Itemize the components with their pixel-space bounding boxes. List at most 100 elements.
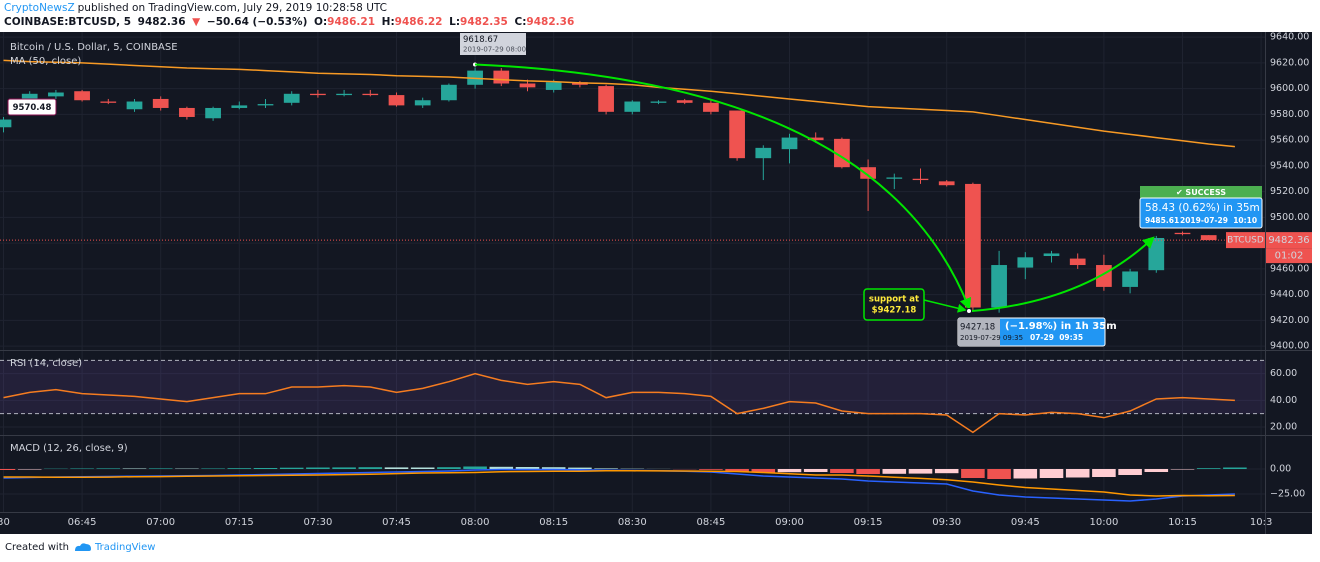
low-point <box>966 308 972 314</box>
candle-body <box>807 137 824 141</box>
y-tick-label: 9560.00 <box>1270 135 1309 146</box>
drop-price: 9427.18 <box>960 323 995 333</box>
quote-line: COINBASE:BTCUSD, 5 9482.36 ▼ −50.64 (−0.… <box>4 15 1314 29</box>
histogram-bar <box>934 469 959 474</box>
y-tick-label: 9440.00 <box>1270 289 1309 300</box>
countdown-box <box>1266 248 1312 264</box>
histogram-bar <box>1196 468 1221 469</box>
price: 9482.36 <box>137 16 186 28</box>
histogram-bar <box>148 468 173 469</box>
y-tick-label: 60.00 <box>1270 368 1297 379</box>
histogram-bar <box>1039 469 1064 478</box>
high-label-box <box>460 33 526 55</box>
open-label: O: <box>314 16 328 28</box>
histogram-bar <box>384 467 409 469</box>
x-tick-label: 10:3 <box>1250 517 1272 528</box>
candle-body <box>179 107 195 117</box>
x-tick-label: 10:00 <box>1089 517 1118 528</box>
candle-body <box>991 265 1007 308</box>
histogram-bar <box>463 466 487 469</box>
histogram-bar <box>332 467 356 469</box>
footer: Created with TradingView <box>5 541 155 553</box>
chart: 9570.48 9618.67 2019-07-29 08:00 support… <box>0 32 1312 534</box>
legend-entry: RSI (14, close) <box>10 358 82 369</box>
candle-body <box>205 107 221 119</box>
candle-body <box>624 101 641 112</box>
x-tick-label: 10:15 <box>1168 517 1197 528</box>
histogram-bar <box>830 469 854 473</box>
candle-body <box>545 82 562 90</box>
candle-body <box>1200 235 1217 241</box>
low: 9482.35 <box>460 16 508 28</box>
candle-body <box>703 102 719 112</box>
price-label-box <box>7 98 57 116</box>
histogram-bar <box>437 467 461 469</box>
candle-body <box>336 93 352 96</box>
candle-body <box>1043 253 1060 257</box>
rise-box <box>1139 197 1263 229</box>
candle-body <box>493 70 510 84</box>
brand[interactable]: TradingView <box>94 541 156 553</box>
histogram-bar <box>803 469 828 472</box>
rsi-line <box>3 372 1235 434</box>
histogram-bar <box>856 469 880 474</box>
histogram-bar <box>201 468 225 469</box>
x-tick-label: 08:00 <box>461 517 490 528</box>
candle-body <box>1174 232 1191 235</box>
x-tick-label: 09:30 <box>932 517 961 528</box>
rise-time: 2019-07-29 10:10 <box>1180 216 1257 225</box>
y-tick-label: 9540.00 <box>1270 160 1309 171</box>
histogram-bar <box>908 469 933 474</box>
overlay: 30 06:45 07:00 07:15 07:30 07:45 08:00 08:15 08:… <box>0 32 1312 528</box>
histogram-bar <box>987 469 1011 479</box>
candle-body <box>729 110 745 159</box>
histogram-bar <box>1144 469 1169 472</box>
candle-body <box>257 104 274 106</box>
histogram-bar <box>122 468 147 469</box>
candle-body <box>283 93 300 103</box>
histogram-bar <box>227 468 252 469</box>
candle-body <box>0 119 12 128</box>
histogram-bar <box>279 467 304 469</box>
publish-line: CryptoNewsZ published on TradingView.com,… <box>4 1 1314 15</box>
candle-body <box>152 98 169 108</box>
histogram-bar <box>541 467 566 469</box>
candle-body <box>1122 271 1138 287</box>
chart-title: MACD (12, 26, close, 9) <box>10 443 128 454</box>
success-box <box>1140 186 1262 198</box>
histogram-bar <box>777 469 802 473</box>
candle-body <box>21 93 38 102</box>
marks <box>0 32 1265 512</box>
candle-body <box>362 93 379 96</box>
candle-body <box>938 181 955 186</box>
chart-title: Bitcoin / U.S. Dollar, 5, COINBASE <box>10 42 178 53</box>
histogram-bar <box>515 467 540 469</box>
candle-body <box>755 147 772 159</box>
header: CryptoNewsZ published on TradingView.com,… <box>4 1 1314 29</box>
histogram-bar <box>725 469 749 472</box>
candle-body <box>231 105 248 108</box>
author[interactable]: CryptoNewsZ <box>4 2 75 14</box>
histogram-bar <box>1118 469 1142 475</box>
drop-time-short: 07-29 09:35 <box>1030 333 1083 342</box>
histogram-bar <box>96 468 121 469</box>
countdown-label: 01:02 <box>1275 251 1304 262</box>
y-tick-label: 0.00 <box>1270 464 1291 475</box>
candle-body <box>912 178 929 181</box>
down-arrow <box>474 63 972 311</box>
drop-change: (−1.98%) in 1h 35m <box>1005 321 1117 332</box>
x-tick-label: 09:00 <box>775 517 804 528</box>
change: −50.64 (−0.53%) <box>206 16 308 28</box>
ma-line <box>3 59 1235 148</box>
candle-body <box>886 177 903 179</box>
x-tick-label: 06:45 <box>68 517 97 528</box>
symbol: COINBASE:BTCUSD, 5 <box>4 16 132 28</box>
y-tick-label: 9580.00 <box>1270 109 1309 120</box>
x-tick-label: 07:15 <box>225 517 254 528</box>
candle-body <box>74 91 90 101</box>
symbol-label: BTCUSD <box>1227 236 1264 246</box>
high-time: 2019-07-29 08:00 <box>463 46 526 54</box>
histogram-bar <box>961 469 985 478</box>
x-tick-label: 07:45 <box>382 517 411 528</box>
symbol-box <box>1226 232 1265 249</box>
